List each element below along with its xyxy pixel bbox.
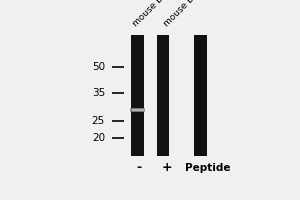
Text: mouse brain: mouse brain [131,0,177,29]
Text: +: + [161,161,172,174]
Text: 20: 20 [92,133,105,143]
Text: -: - [136,161,141,174]
Bar [157,35,169,156]
Bar [144,72,157,106]
Bar [131,35,144,156]
Text: Peptide: Peptide [185,163,231,173]
Bar [194,35,207,156]
Text: 35: 35 [92,88,105,98]
Text: 25: 25 [92,116,105,126]
Text: mouse brain: mouse brain [163,0,209,29]
Text: 50: 50 [92,62,105,72]
Bar [130,108,146,112]
Bar [132,109,144,111]
